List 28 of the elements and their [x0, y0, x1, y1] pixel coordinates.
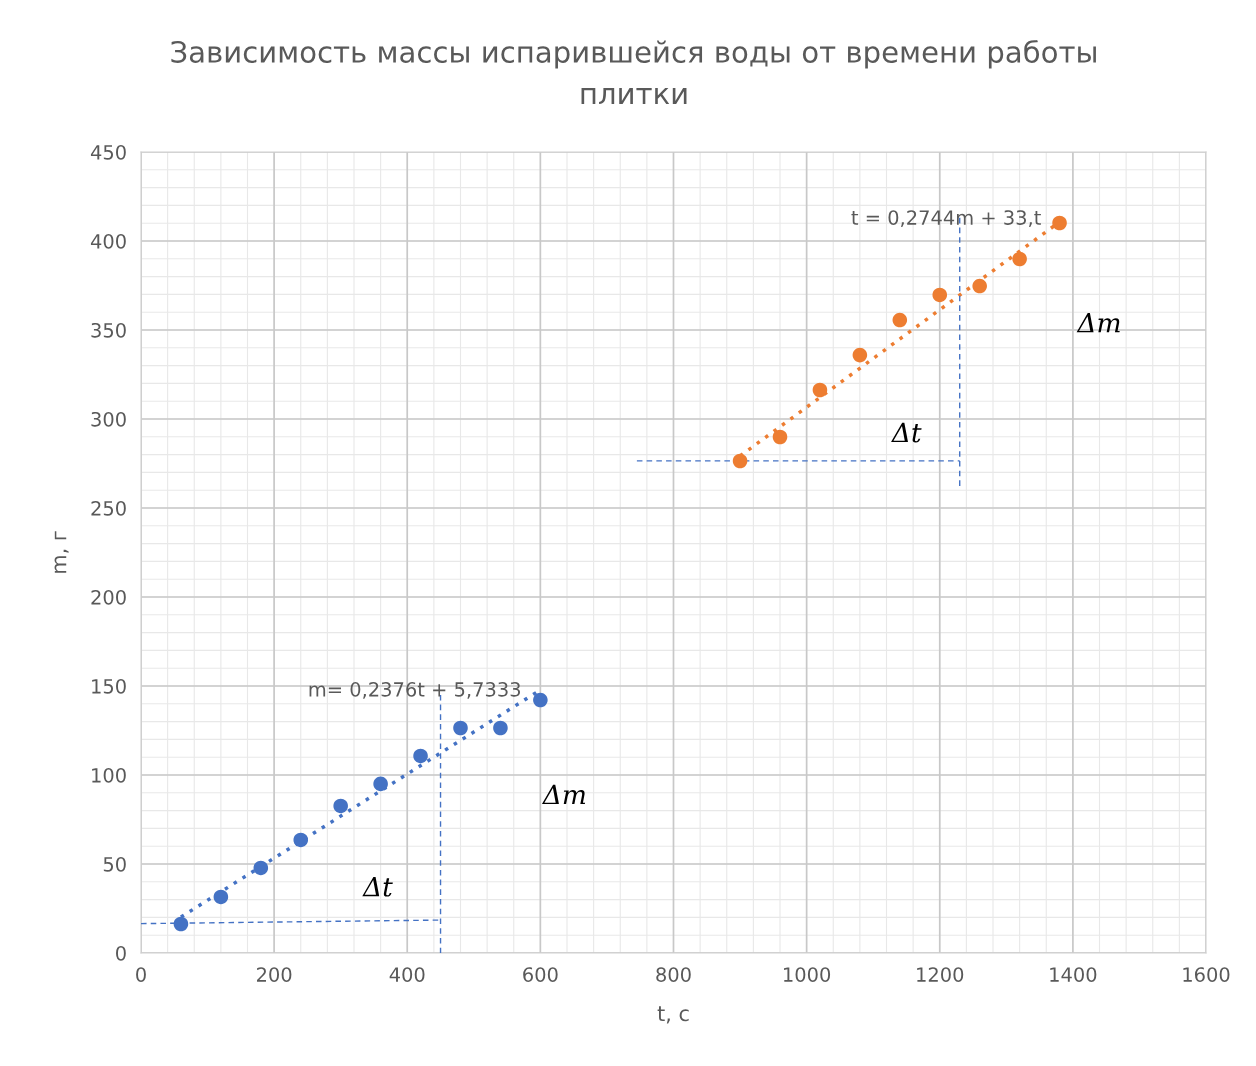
x-tick-label: 800 — [656, 967, 691, 982]
annotation: Δm — [1076, 313, 1120, 333]
y-tick-label: 300 — [91, 411, 126, 427]
y-tick-label: 400 — [90, 233, 126, 249]
y-tick-label: 150 — [92, 678, 126, 694]
y-tick-label: 50 — [103, 856, 126, 872]
x-tick-label: 1600 — [1183, 967, 1230, 982]
x-tick-label: 400 — [389, 967, 425, 982]
y-tick-label: 450 — [90, 144, 126, 160]
y-tick-label: 100 — [92, 767, 126, 783]
x-tick-label: 1200 — [917, 967, 964, 982]
x-tick-label: 1000 — [784, 967, 831, 982]
x-tick-label: 0 — [136, 967, 146, 982]
x-tick-label: 200 — [256, 967, 292, 982]
annotation: m= 0,2376t + 5,7333 — [309, 682, 521, 699]
y-axis-title: m, г — [54, 531, 69, 573]
x-tick-label: 600 — [523, 967, 558, 982]
annotation: t = 0,2744m + 33,t — [851, 210, 1041, 227]
x-axis-title: t, с — [657, 1006, 689, 1024]
y-tick-label: 250 — [91, 500, 126, 516]
annotation: Δm — [541, 784, 586, 805]
annotation: Δt — [362, 876, 393, 897]
y-tick-label: 0 — [116, 945, 126, 961]
y-tick-label: 200 — [91, 589, 126, 605]
annotation: Δt — [891, 422, 922, 443]
chart-title: Зависимость массы испарившейся воды от времени работы плитки — [171, 39, 1096, 105]
y-tick-label: 350 — [91, 322, 126, 338]
x-tick-label: 1400 — [1050, 967, 1097, 982]
